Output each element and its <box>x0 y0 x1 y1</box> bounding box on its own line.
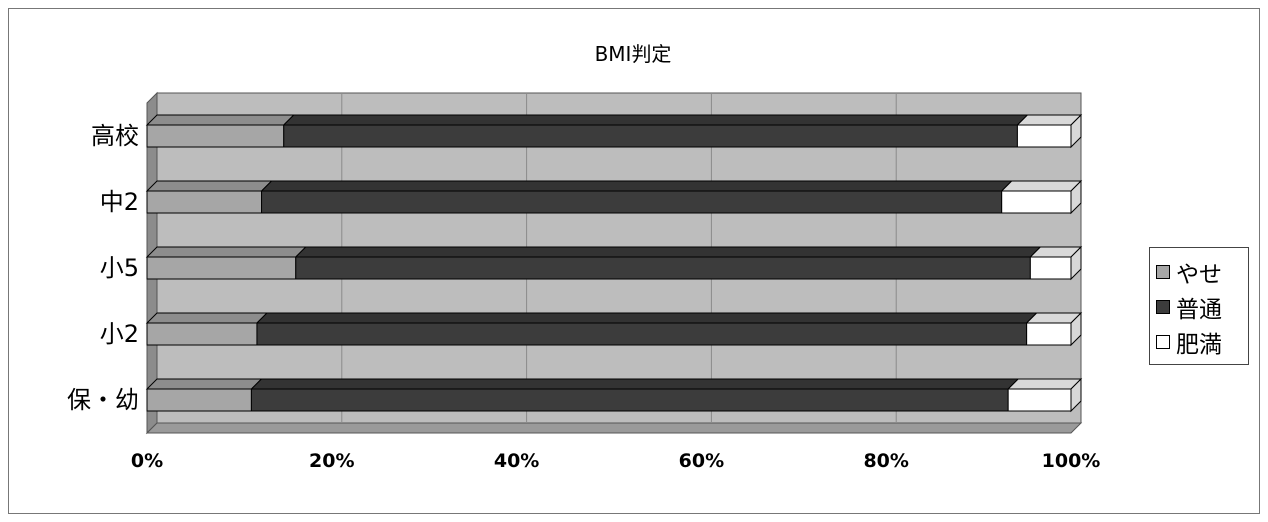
category-label: 小2 <box>100 320 139 348</box>
bar-segment-1-2 <box>1025 312 1083 346</box>
x-tick-label: 100% <box>1042 450 1101 472</box>
legend-item-yase: やせ <box>1156 254 1248 289</box>
bar-segment-0-0 <box>145 378 263 412</box>
bar-segment-3-1 <box>260 180 1013 214</box>
bar-segment-4-1 <box>282 114 1029 148</box>
bar-segment-2-2 <box>1029 246 1083 280</box>
bar-segment-1-1 <box>255 312 1038 346</box>
chart-title: BMI判定 <box>595 42 672 66</box>
legend-swatch-himan <box>1156 334 1170 349</box>
x-tick-label: 0% <box>131 450 163 472</box>
bar-end-face <box>1070 113 1082 149</box>
category-label: 保・幼 <box>67 386 139 414</box>
bar-segment-0-2 <box>1006 378 1083 412</box>
category-label: 小5 <box>100 254 139 282</box>
bar-segment-3-0 <box>145 180 273 214</box>
bar-segment-3-2 <box>1000 180 1083 214</box>
bar-end-face <box>1070 179 1082 215</box>
bar-segment-2-0 <box>145 246 307 280</box>
bar-segment-0-1 <box>250 378 1020 412</box>
bar-segment-2-1 <box>294 246 1042 280</box>
legend-item-futsu: 普通 <box>1156 289 1248 324</box>
legend: やせ 普通 肥満 <box>1149 247 1249 365</box>
chart-frame: BMI判定 0% 20% 40% 60% 80% 100% 保・幼 小2 小5 中2 高校 やせ … <box>8 8 1260 514</box>
x-tick-label: 60% <box>679 450 724 472</box>
x-tick-label: 40% <box>494 450 539 472</box>
bar-segment-1-0 <box>145 312 269 346</box>
bmi-chart: BMI判定 0% 20% 40% 60% 80% 100% 保・幼 小2 小5 中2 高校 <box>67 42 1101 472</box>
bar-end-face <box>1070 245 1082 281</box>
bar-end-face <box>1070 377 1082 413</box>
legend-swatch-yase <box>1156 264 1170 279</box>
x-tick-label: 80% <box>863 450 908 472</box>
bar-segment-4-0 <box>145 114 295 148</box>
legend-label-himan: 肥満 <box>1176 331 1222 358</box>
legend-item-himan: 肥満 <box>1156 324 1248 359</box>
legend-swatch-futsu <box>1156 299 1170 314</box>
category-label: 中2 <box>100 188 139 216</box>
bar-end-face <box>1070 311 1082 347</box>
category-label: 高校 <box>91 122 139 150</box>
plot-floor <box>145 422 1083 434</box>
legend-label-yase: やせ <box>1176 261 1222 288</box>
x-tick-label: 20% <box>309 450 354 472</box>
legend-label-futsu: 普通 <box>1176 296 1222 323</box>
